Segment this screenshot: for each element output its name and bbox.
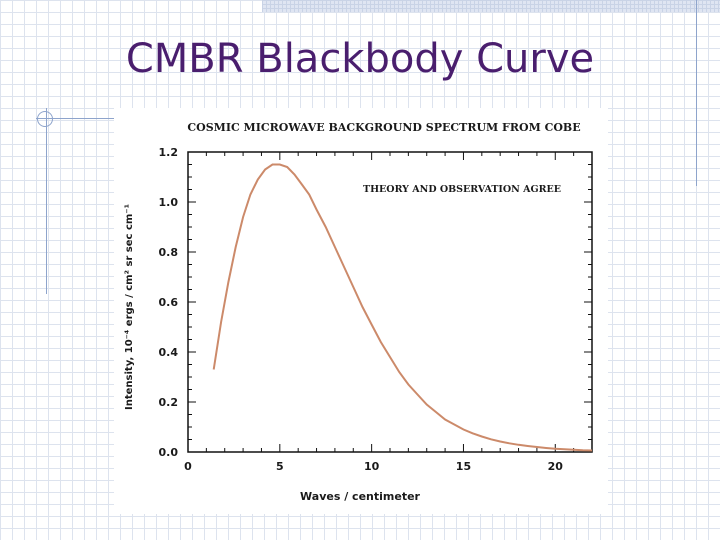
y-tick-label: 0.8 — [159, 246, 179, 259]
y-tick-label: 1.2 — [159, 146, 179, 159]
x-tick-label: 10 — [364, 460, 380, 473]
chart-panel: COSMIC MICROWAVE BACKGROUND SPECTRUM FRO… — [114, 108, 608, 514]
y-tick-label: 0.0 — [159, 446, 179, 459]
y-tick-label: 0.6 — [159, 296, 179, 309]
x-tick-label: 5 — [276, 460, 284, 473]
ticks-layer: 0.0 0.2 0.4 0.6 0.8 1.0 1.2 0 5 10 15 20 — [159, 146, 593, 473]
y-axis-label: Intensity, 10⁻⁴ ergs / cm² sr sec cm⁻¹ — [124, 204, 135, 410]
top-decor-band — [262, 0, 720, 12]
decor-circle-icon — [37, 111, 53, 127]
x-axis-label: Waves / centimeter — [300, 490, 421, 503]
blackbody-curve — [212, 163, 593, 452]
decor-line-right — [696, 0, 697, 186]
decor-line-horizontal — [36, 118, 156, 119]
chart-annotation: THEORY AND OBSERVATION AGREE — [363, 184, 561, 195]
cmb-spectrum-chart: COSMIC MICROWAVE BACKGROUND SPECTRUM FRO… — [124, 121, 593, 503]
y-tick-label: 0.4 — [159, 346, 179, 359]
x-tick-label: 20 — [548, 460, 564, 473]
slide-title: CMBR Blackbody Curve — [125, 36, 595, 82]
x-tick-label: 0 — [184, 460, 192, 473]
y-tick-label: 0.2 — [159, 396, 179, 409]
y-tick-label: 1.0 — [159, 196, 179, 209]
x-tick-label: 15 — [456, 460, 471, 473]
chart-title: COSMIC MICROWAVE BACKGROUND SPECTRUM FRO… — [187, 121, 580, 134]
decor-line-left — [46, 108, 47, 294]
